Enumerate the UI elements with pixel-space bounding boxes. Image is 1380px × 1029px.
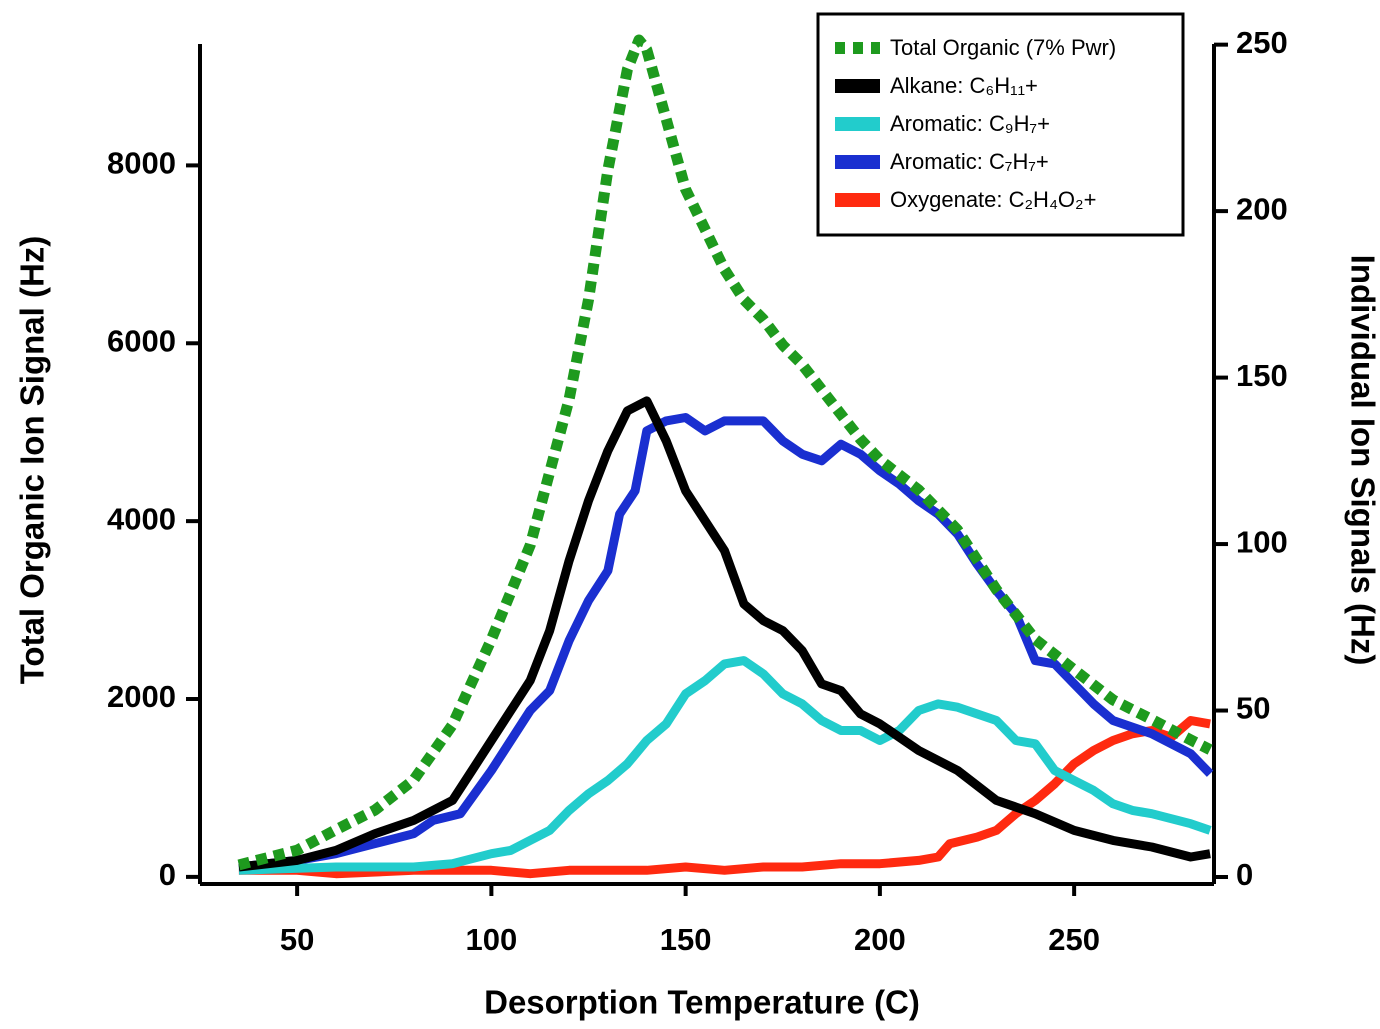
y-tick-label: 0 [159,857,176,892]
legend-label: Aromatic: C₉H₇+ [890,111,1050,136]
y2-tick-label: 250 [1236,25,1288,60]
x-tick-label: 100 [466,922,518,957]
y-tick-label: 4000 [107,501,176,536]
x-tick-label: 50 [280,922,314,957]
y-tick-label: 6000 [107,323,176,358]
legend-label: Alkane: C₆H₁₁+ [890,73,1038,98]
x-tick-label: 200 [854,922,906,957]
y2-axis-title: Individual Ion Signals (Hz) [1344,255,1380,666]
y2-tick-label: 0 [1236,857,1253,892]
x-tick-label: 150 [660,922,712,957]
y-axis-title: Total Organic Ion Signal (Hz) [14,236,51,685]
legend-label: Total Organic (7% Pwr) [890,35,1116,60]
y2-tick-label: 50 [1236,691,1270,726]
y2-tick-label: 150 [1236,358,1288,393]
series-line [238,413,1214,872]
legend-label: Aromatic: C₇H₇+ [890,149,1049,174]
x-axis-title: Desorption Temperature (C) [484,984,920,1021]
series-line [237,34,1213,871]
series-line [238,656,1212,875]
legend-label: Oxygenate: C₂H₄O₂+ [890,187,1096,212]
y2-tick-label: 100 [1236,524,1288,559]
x-tick-label: 250 [1048,922,1100,957]
y-tick-label: 8000 [107,146,176,181]
series-line [238,716,1211,879]
y2-tick-label: 200 [1236,191,1288,226]
y-tick-label: 2000 [107,679,176,714]
series-line [238,396,1211,872]
